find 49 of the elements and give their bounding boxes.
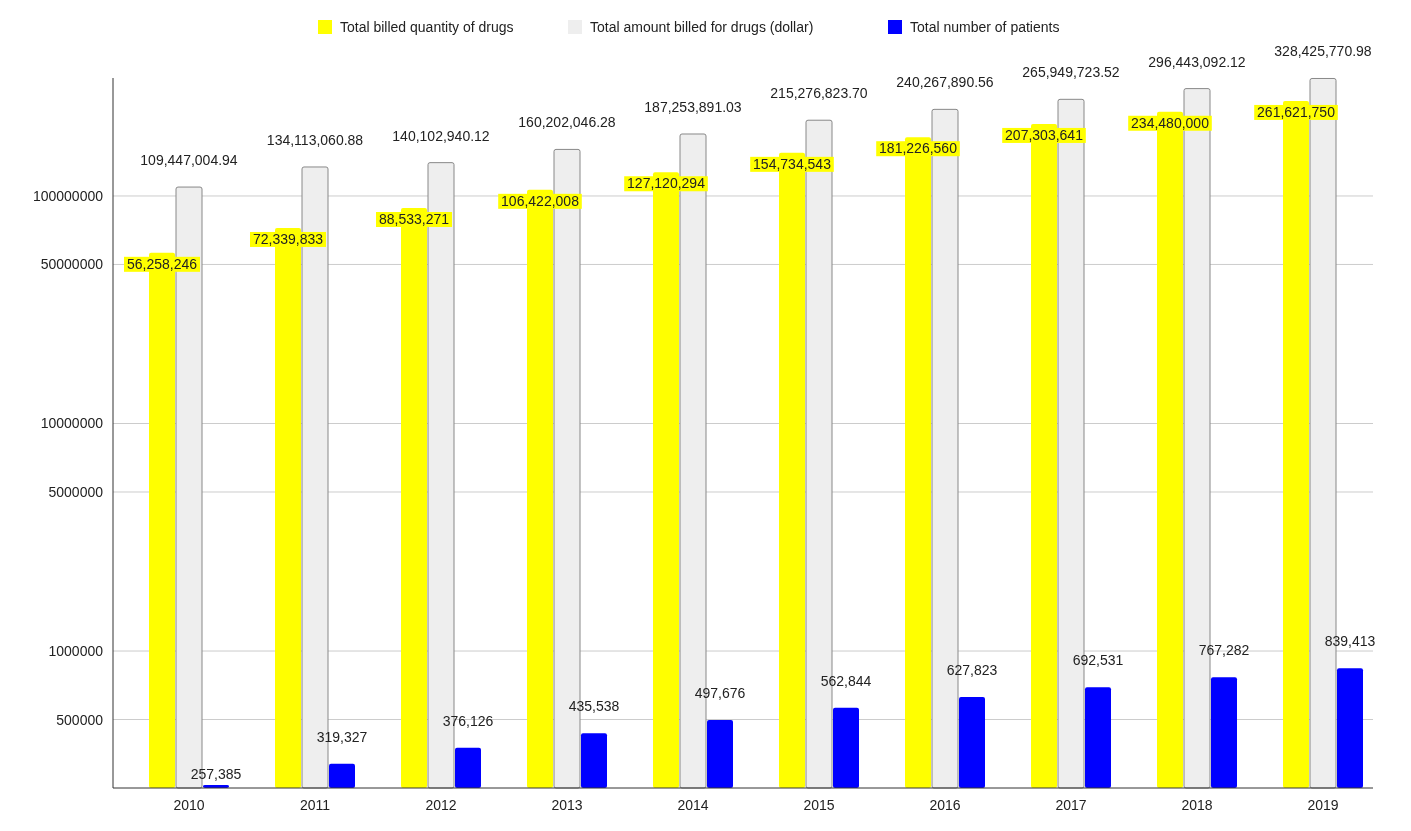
legend-label: Total billed quantity of drugs	[340, 19, 514, 35]
data-label: 435,538	[568, 698, 620, 715]
data-label: 767,282	[1198, 642, 1250, 659]
data-label: 319,327	[316, 728, 368, 745]
legend-label: Total number of patients	[910, 19, 1060, 35]
data-label: 627,823	[946, 662, 998, 679]
legend-label: Total amount billed for drugs (dollar)	[590, 19, 814, 35]
data-label: 134,113,060.88	[266, 131, 364, 148]
y-tick-label: 5000000	[48, 483, 104, 500]
y-tick-label: 500000	[56, 711, 104, 728]
data-label: 234,480,000	[1131, 114, 1210, 131]
data-label: 207,303,641	[1005, 126, 1084, 143]
data-label: 497,676	[694, 684, 746, 701]
data-label: 240,267,890.56	[896, 74, 994, 91]
data-label: 181,226,560	[879, 140, 958, 157]
x-tick-label: 2010	[173, 797, 205, 813]
data-label: 562,844	[820, 672, 872, 689]
x-tick-label: 2018	[1181, 797, 1213, 813]
data-label: 265,949,723.52	[1022, 64, 1120, 81]
x-tick-label: 2012	[425, 797, 457, 813]
x-tick-label: 2011	[299, 797, 331, 813]
x-tick-label: 2015	[803, 797, 835, 813]
data-label: 109,447,004.94	[140, 152, 238, 169]
data-label: 376,126	[442, 712, 494, 729]
x-tick-label: 2014	[677, 797, 709, 813]
data-label: 215,276,823.70	[770, 85, 868, 102]
data-label: 106,422,008	[501, 192, 580, 209]
x-tick-label: 2013	[551, 797, 583, 813]
data-label: 839,413	[1324, 633, 1376, 650]
data-label: 56,258,246	[126, 255, 198, 272]
data-label: 328,425,770.98	[1274, 43, 1372, 60]
y-tick-label: 1000000	[48, 643, 104, 660]
data-label: 257,385	[190, 766, 242, 783]
y-tick-label: 100000000	[32, 187, 104, 204]
data-label: 261,621,750	[1257, 103, 1336, 120]
data-label: 296,443,092.12	[1148, 53, 1246, 70]
data-label: 140,102,940.12	[392, 127, 490, 144]
x-tick-label: 2019	[1307, 797, 1339, 813]
data-label: 127,120,294	[627, 175, 706, 192]
data-label: 154,734,543	[753, 155, 832, 172]
x-tick-label: 2017	[1055, 797, 1087, 813]
data-label: 187,253,891.03	[644, 98, 742, 115]
x-tick-label: 2016	[929, 797, 961, 813]
data-label: 72,339,833	[252, 230, 324, 247]
data-label: 692,531	[1072, 652, 1124, 669]
y-tick-label: 50000000	[40, 256, 104, 273]
data-label: 160,202,046.28	[518, 114, 616, 131]
data-label: 88,533,271	[378, 211, 450, 228]
y-tick-label: 10000000	[40, 415, 104, 432]
